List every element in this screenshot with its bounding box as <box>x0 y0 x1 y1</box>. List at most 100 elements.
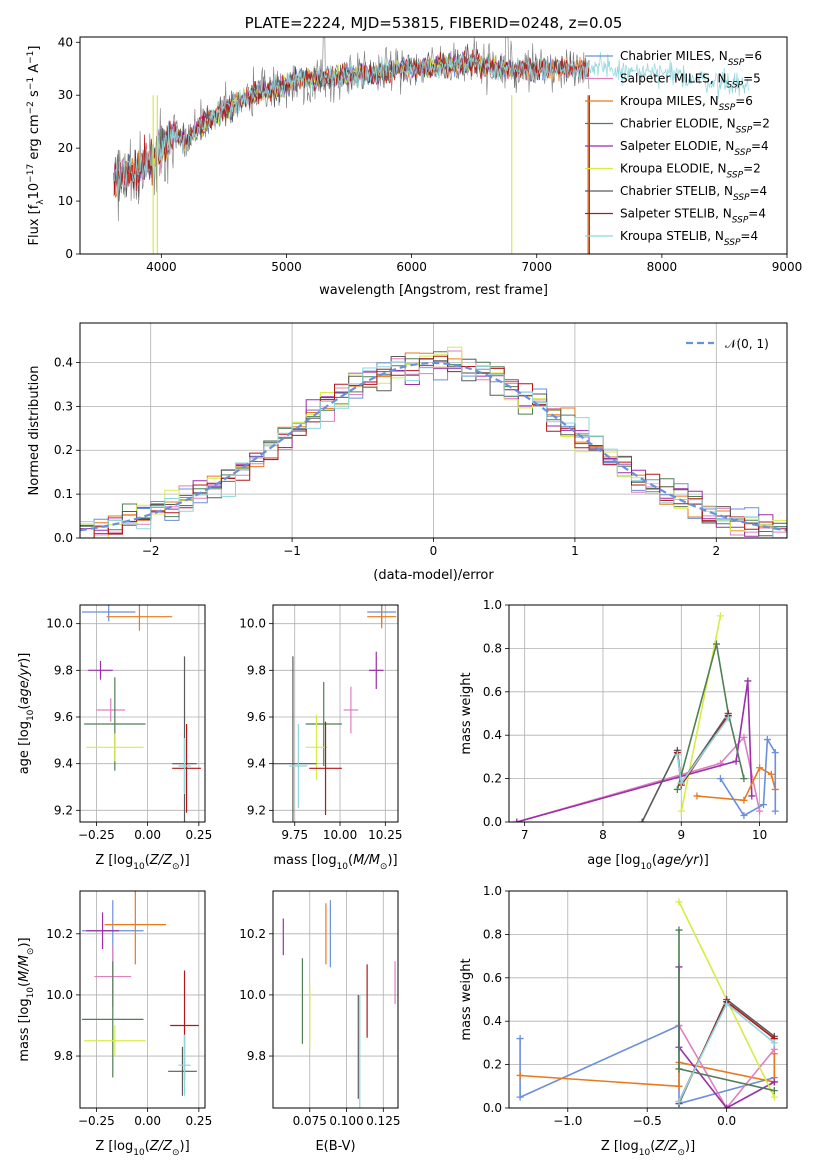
y-tick-label: 0.4 <box>54 355 73 369</box>
weight-marker <box>516 1093 524 1101</box>
histogram-salpeter-stelib <box>80 355 787 538</box>
weight-marker <box>740 775 748 783</box>
y-tick-label: 10.0 <box>239 988 266 1002</box>
legend-label: Kroupa STELIB, NSSP=4 <box>620 229 758 248</box>
axes-frame <box>508 604 788 823</box>
panel-mass-vs-EBV: 0.075 0.100 0.125 9.8 10.0 10.2 E(B-V) <box>239 890 400 1154</box>
y-tick-label: 0.1 <box>54 487 73 501</box>
y-tick-label: 0.6 <box>483 971 502 985</box>
errorbar-chabrier-miles <box>82 605 136 622</box>
axes-frame <box>272 604 399 823</box>
y-tick-label: 9.2 <box>247 803 266 817</box>
x-tick-label: 0.100 <box>329 1114 363 1128</box>
x-tick-label: 6000 <box>396 260 427 274</box>
errorbar-kroupa-miles <box>106 605 173 631</box>
weight-marker <box>756 807 764 815</box>
y-tick-label: 0.4 <box>483 1014 502 1028</box>
weight-series-chabrier-miles <box>716 736 779 819</box>
x-tick-label: 9 <box>677 828 685 842</box>
weight-marker <box>677 807 685 815</box>
y-tick-label: 30 <box>58 88 73 102</box>
spectrum-series-kroupa-stelib <box>113 51 750 199</box>
weight-marker <box>638 818 646 822</box>
panel-residuals: −2 −1 0 1 2 0.0 0.1 0.2 0.3 0.4 (data-model)/error… <box>27 322 788 583</box>
y-tick-label: 0 <box>65 247 73 261</box>
y-tick-label: 0.3 <box>54 399 73 413</box>
x-tick-label: 10.00 <box>323 828 357 842</box>
axes-frame <box>79 604 206 823</box>
axes-frame <box>79 890 206 1109</box>
errorbar-chabrier-elodie <box>305 682 342 766</box>
legend-label: Salpeter STELIB, NSSP=4 <box>620 207 766 226</box>
y-tick-label: 9.8 <box>247 1049 266 1063</box>
y-tick-label: 9.6 <box>247 710 266 724</box>
x-tick-label: 0.125 <box>366 1114 400 1128</box>
y-tick-label: 0.2 <box>483 1058 502 1072</box>
y-tick-label: 9.8 <box>54 1049 73 1063</box>
y-tick-label: 9.8 <box>247 663 266 677</box>
x-axis-label: Z [log10(Z/Z⊙)] <box>95 853 189 872</box>
x-axis-label: Z [log10(Z/Z⊙)] <box>601 1139 695 1158</box>
y-axis-label: mass [log10(M/M⊙)] <box>17 937 36 1061</box>
weight-marker <box>516 1071 524 1079</box>
x-tick-label: 0.25 <box>185 1114 212 1128</box>
errorbar-salpeter-elodie <box>86 912 119 950</box>
errorbars <box>282 900 396 1108</box>
x-axis-label: E(B-V) <box>315 1139 355 1154</box>
y-tick-label: 9.6 <box>54 710 73 724</box>
legend-label: 𝒩(0, 1) <box>725 337 769 351</box>
panel-mass-vs-Z: −0.25 0.00 0.25 9.8 10.0 10.2 Z [log10(Z/Z⊙)] m… <box>17 890 212 1158</box>
panel-age-vs-Z: −0.25 0.00 0.25 9.2 9.4 9.6 9.8 10.0 Z [log10(Z/… <box>17 604 212 872</box>
weight-marker <box>723 1104 731 1108</box>
weight-marker <box>675 1097 683 1105</box>
panel-spectrum: 4000 5000 6000 7000 8000 9000 0 10 20 30 40 PLATE=2… <box>26 14 802 298</box>
x-axis-label: wavelength [Angstrom, rest frame] <box>319 283 548 298</box>
weight-marker <box>675 898 683 906</box>
weight-series-kroupa-stelib <box>673 714 732 787</box>
x-tick-label: 0.25 <box>185 828 212 842</box>
x-tick-label: 8 <box>599 828 607 842</box>
spectrum-series-salpeter-stelib <box>113 49 590 196</box>
gaussian-curve <box>80 361 787 532</box>
y-tick-label: 10.0 <box>239 617 266 631</box>
legend-label: Chabrier ELODIE, NSSP=2 <box>620 117 770 136</box>
errorbar-kroupa-stelib <box>289 724 308 808</box>
panel-age-vs-mass: 9.75 10.00 10.25 9.2 9.4 9.6 9.8 10.0 mass [log1… <box>239 604 402 872</box>
x-tick-label: 9.75 <box>281 828 308 842</box>
errorbar-salpeter-elodie <box>369 651 384 689</box>
errorbar-salpeter-elodie <box>88 661 113 680</box>
histogram-chabrier-elodie <box>80 351 787 534</box>
weight-marker <box>744 677 752 685</box>
weight-line <box>678 1025 775 1108</box>
axes-frame <box>79 36 788 255</box>
weight-marker <box>716 612 724 620</box>
weight-marker <box>693 792 701 800</box>
y-tick-label: 10.2 <box>46 927 73 941</box>
errorbar-kroupa-elodie <box>305 714 328 780</box>
y-tick-label: 1.0 <box>483 598 502 612</box>
weight-lines <box>516 898 778 1108</box>
x-tick-label: 0 <box>430 544 438 558</box>
y-axis-label: mass weight <box>459 958 474 1040</box>
weight-marker <box>771 807 779 815</box>
y-tick-label: 1.0 <box>483 884 502 898</box>
legend-label: Chabrier STELIB, NSSP=4 <box>620 184 767 203</box>
x-axis-label: age [log10(age/yr)] <box>587 853 709 872</box>
histograms <box>80 346 787 538</box>
x-tick-label: 8000 <box>647 260 678 274</box>
y-tick-label: 20 <box>58 141 73 155</box>
weight-series-kroupa-stelib <box>675 1000 778 1105</box>
x-tick-label: 0.00 <box>134 828 161 842</box>
weight-series-salpeter-elodie <box>513 677 756 822</box>
weight-marker <box>732 757 740 765</box>
y-tick-label: 9.4 <box>54 757 73 771</box>
errorbar-kroupa-miles <box>367 605 397 629</box>
y-axis-label: Flux [fλ10−17 erg cm−2 s−1 A−1] <box>26 46 46 246</box>
x-tick-label: −1 <box>283 544 301 558</box>
x-tick-label: 10.25 <box>368 828 402 842</box>
weight-marker <box>763 736 771 744</box>
weight-marker <box>770 1078 778 1086</box>
weight-series-kroupa-miles <box>693 764 779 804</box>
errorbar-kroupa-miles <box>104 891 167 965</box>
weight-marker <box>770 1039 778 1047</box>
